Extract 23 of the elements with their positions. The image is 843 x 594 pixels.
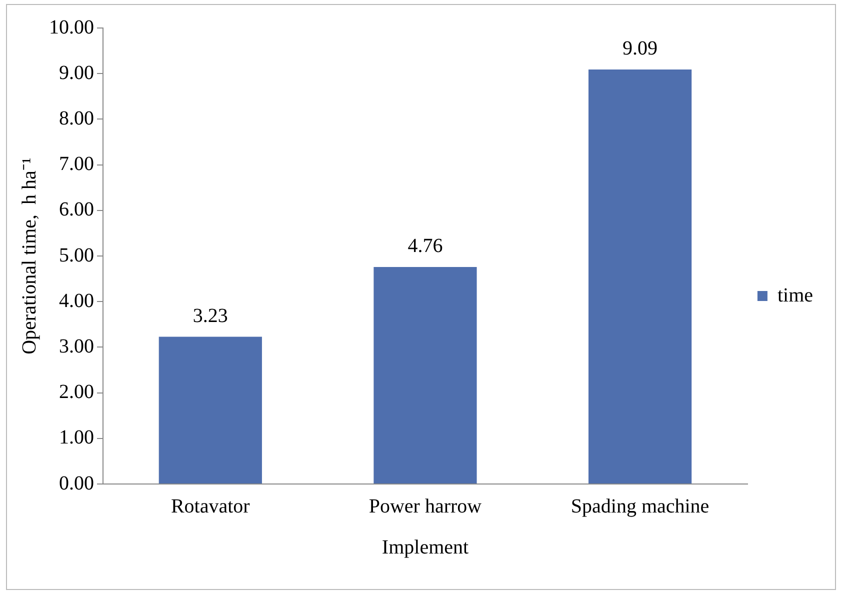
y-tick-label: 8.00 [59, 107, 94, 130]
x-tick-label: Rotavator [170, 495, 250, 518]
y-axis-title: Operational time, h ha⁻¹ [18, 158, 40, 354]
y-tick-label: 2.00 [59, 381, 94, 404]
y-tick-label: 6.00 [59, 198, 94, 221]
x-tick-label: Spading machine [570, 495, 710, 518]
x-tick-label: Power harrow [368, 495, 482, 518]
y-tick-label: 3.00 [59, 335, 94, 358]
bar [374, 266, 477, 484]
x-axis-title: Implement [382, 536, 469, 558]
y-tick-label: 7.00 [59, 153, 94, 176]
bar [588, 69, 692, 484]
y-tick-label: 5.00 [59, 244, 94, 266]
data-label: 9.09 [622, 38, 658, 60]
y-tick-label: 0.00 [59, 472, 94, 494]
y-tick-label: 9.00 [59, 62, 94, 84]
data-label: 3.23 [192, 304, 228, 327]
bar [158, 336, 262, 484]
y-tick-label: 1.00 [59, 426, 94, 449]
legend-label: time [777, 284, 814, 306]
y-tick-label: 10.00 [49, 16, 94, 38]
data-label: 4.76 [408, 235, 443, 258]
y-tick-label: 4.00 [59, 290, 94, 312]
